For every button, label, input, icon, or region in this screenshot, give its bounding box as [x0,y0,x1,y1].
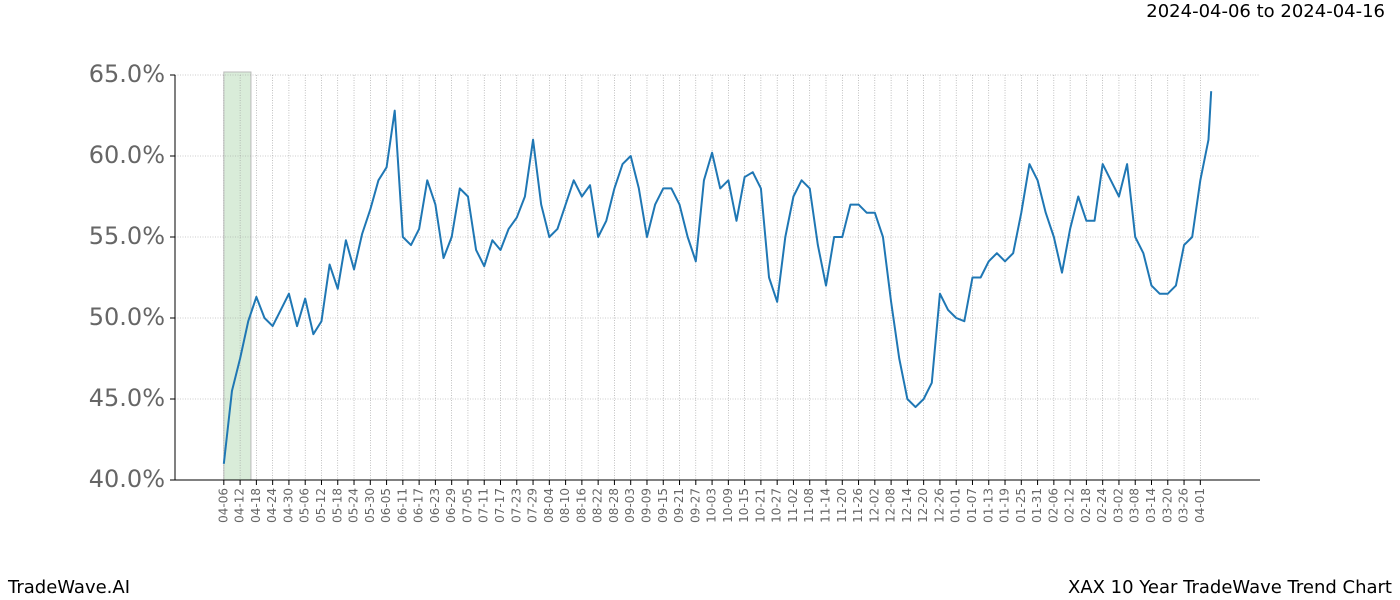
x-tick-label: 01-01 [949,488,963,523]
y-tick-label: 50.0% [89,303,165,331]
footer-title: XAX 10 Year TradeWave Trend Chart [1068,577,1392,598]
x-tick-label: 05-06 [298,488,312,523]
x-tick-label: 05-18 [330,488,344,523]
x-tick-label: 09-27 [688,488,702,523]
x-tick-label: 03-02 [1111,488,1125,523]
x-tick-label: 04-06 [216,488,230,523]
x-tick-label: 11-14 [819,488,833,523]
x-tick-label: 06-23 [428,488,442,523]
highlight-band [223,71,252,481]
x-tick-label: 05-12 [314,488,328,523]
x-tick-label: 12-26 [932,488,946,523]
x-tick-label: 11-26 [851,488,865,523]
x-tick-label: 08-22 [591,488,605,523]
y-tick-label: 40.0% [89,465,165,493]
x-tick-label: 04-18 [249,488,263,523]
x-tick-label: 02-18 [1079,488,1093,523]
x-tick-label: 07-29 [526,488,540,523]
x-tick-label: 02-12 [1063,488,1077,523]
y-tick-label: 55.0% [89,222,165,250]
date-range: 2024-04-06 to 2024-04-16 [1146,1,1385,22]
x-tick-label: 01-25 [1014,488,1028,523]
x-tick-label: 10-15 [737,488,751,523]
x-tick-label: 12-02 [867,488,881,523]
x-tick-label: 06-17 [412,488,426,523]
x-tick-label: 04-12 [233,488,247,523]
x-tick-label: 03-14 [1144,488,1158,523]
x-tick-label: 03-26 [1177,488,1191,523]
x-tick-label: 06-11 [395,488,409,523]
x-tick-label: 06-05 [379,488,393,523]
x-tick-label: 08-04 [542,488,556,523]
x-tick-label: 01-19 [998,488,1012,523]
x-tick-label: 07-11 [477,488,491,523]
x-tick-label: 12-20 [916,488,930,523]
x-tick-label: 01-13 [981,488,995,523]
x-tick-label: 04-30 [281,488,295,523]
x-tick-label: 11-02 [786,488,800,523]
x-tick-label: 08-16 [574,488,588,523]
x-tick-label: 09-21 [672,488,686,523]
x-tick-label: 02-06 [1046,488,1060,523]
x-tick-label: 07-05 [460,488,474,523]
x-tick-label: 10-03 [705,488,719,523]
x-tick-label: 03-20 [1160,488,1174,523]
x-tick-label: 05-24 [347,488,361,523]
x-tick-label: 04-01 [1193,488,1207,523]
x-tick-label: 06-29 [444,488,458,523]
x-tick-label: 09-15 [656,488,670,523]
x-tick-label: 10-21 [753,488,767,523]
x-tick-label: 08-28 [607,488,621,523]
x-tick-label: 12-14 [900,488,914,523]
trend-line [222,91,1213,464]
x-tick-label: 04-24 [265,488,279,523]
y-tick-label: 65.0% [89,60,165,88]
x-tick-label: 05-30 [363,488,377,523]
x-tick-label: 02-24 [1095,488,1109,523]
x-tick-label: 03-08 [1128,488,1142,523]
x-tick-label: 11-20 [835,488,849,523]
x-tick-label: 01-31 [1030,488,1044,523]
x-tick-label: 10-09 [721,488,735,523]
y-tick-label: 45.0% [89,384,165,412]
x-tick-label: 01-07 [965,488,979,523]
x-tick-label: 12-08 [884,488,898,523]
y-tick-label: 60.0% [89,141,165,169]
x-tick-label: 10-27 [770,488,784,523]
x-tick-label: 09-03 [623,488,637,523]
x-tick-label: 07-23 [509,488,523,523]
x-tick-label: 07-17 [493,488,507,523]
x-tick-label: 11-08 [802,488,816,523]
x-tick-label: 08-10 [558,488,572,523]
footer-brand: TradeWave.AI [7,577,130,598]
x-tick-label: 09-09 [639,488,653,523]
